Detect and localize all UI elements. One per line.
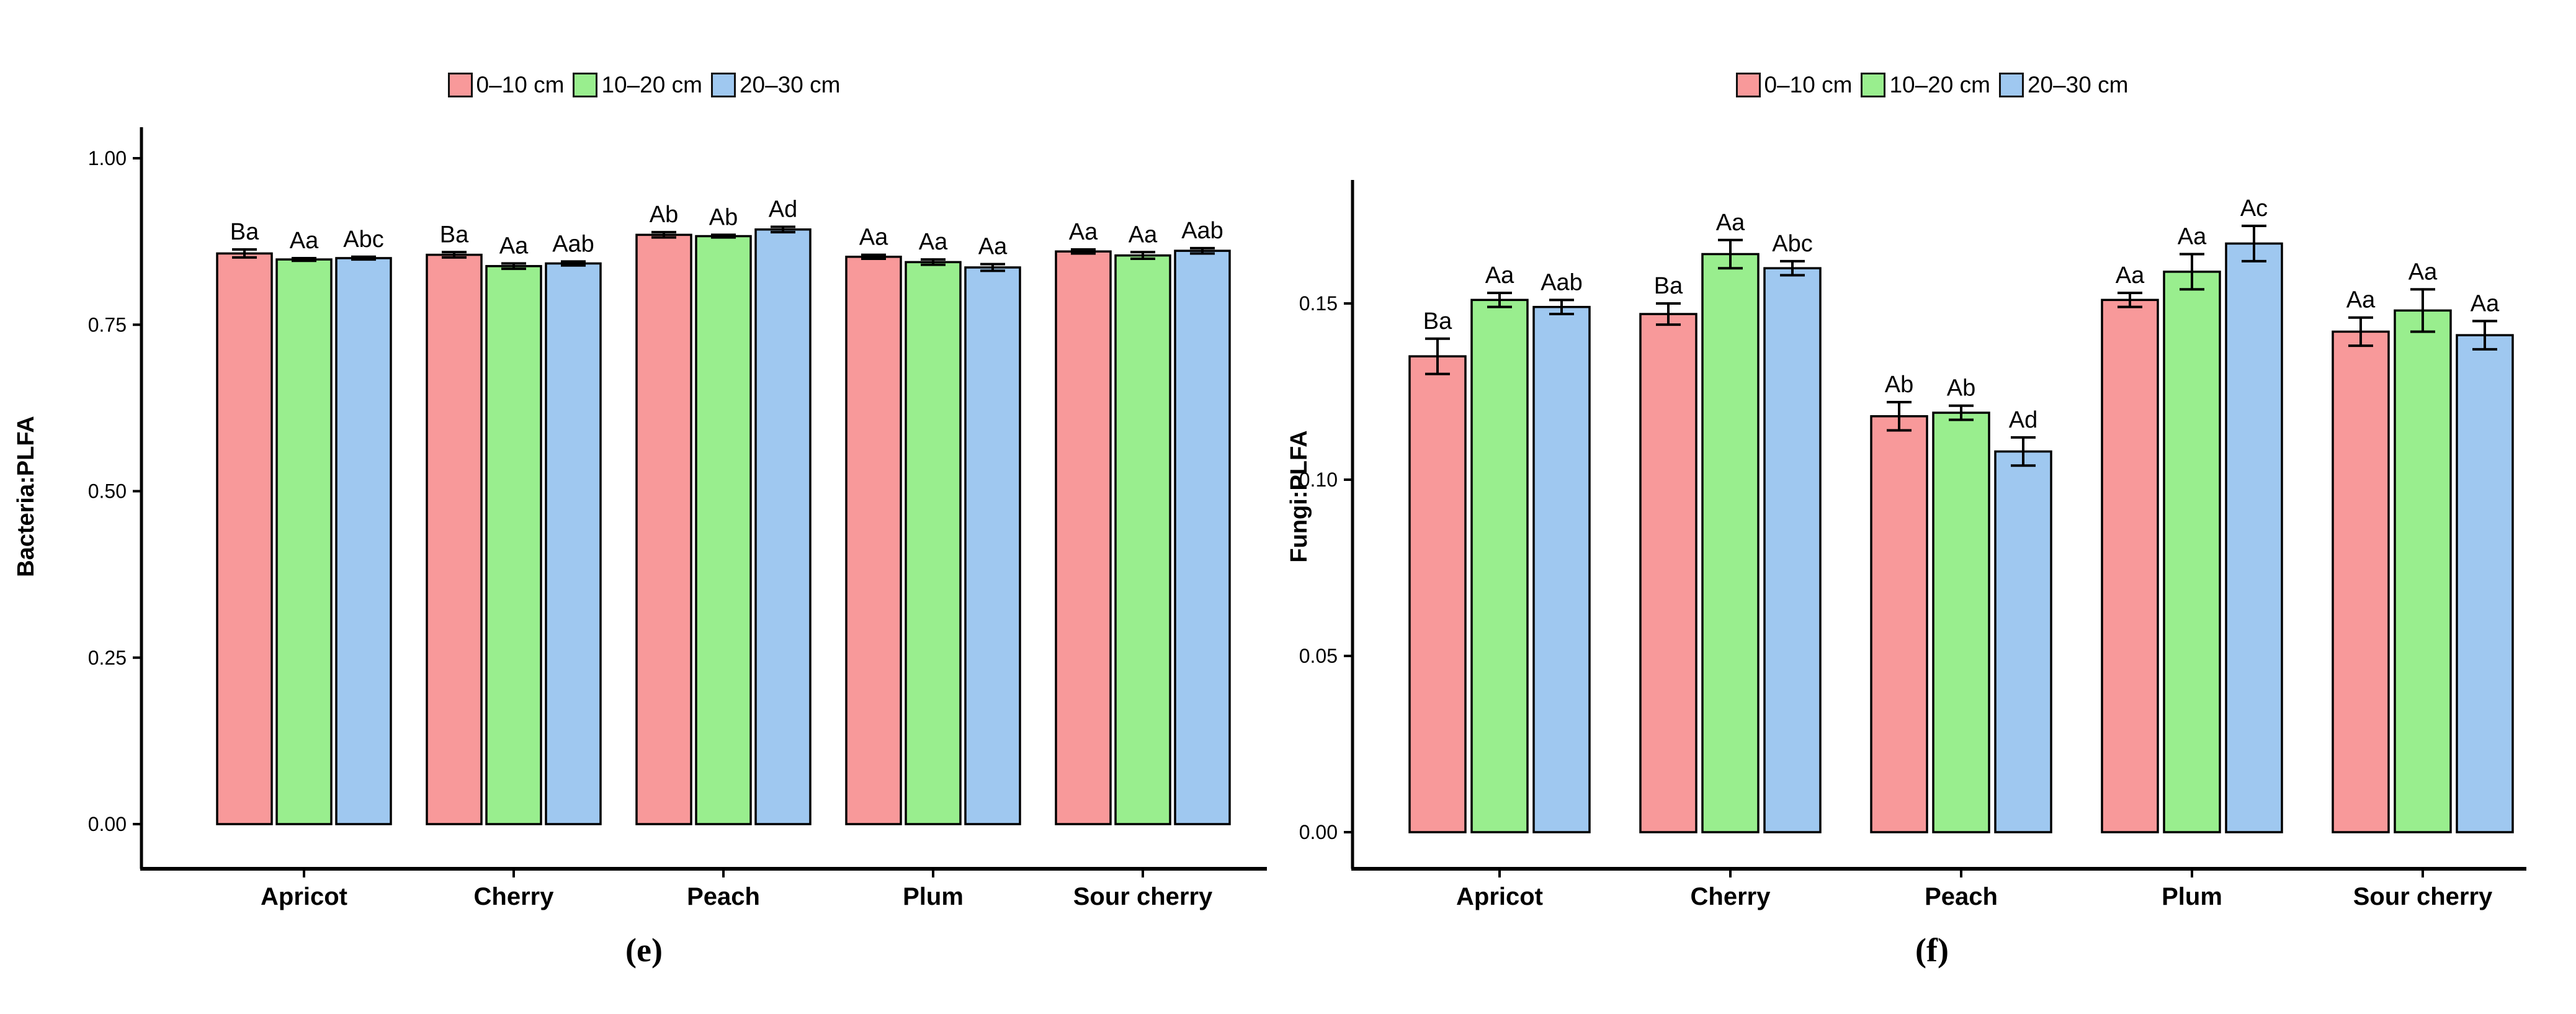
bar <box>1532 305 1591 833</box>
sig-label: Ba <box>440 222 469 248</box>
sig-label: Ba <box>1654 273 1683 299</box>
bar <box>426 253 483 825</box>
bar <box>1114 254 1171 825</box>
sig-label: Ab <box>1947 375 1975 402</box>
bar <box>1932 411 1990 833</box>
sig-label: Aa <box>2408 259 2438 285</box>
sig-label: Ab <box>650 202 678 228</box>
x-category-label: Peach <box>1925 883 1998 910</box>
sig-label: Aa <box>1069 219 1098 245</box>
sig-label: Aa <box>978 234 1008 260</box>
bar <box>1408 355 1467 833</box>
bar <box>1055 250 1112 825</box>
bar <box>1701 253 1760 833</box>
sig-label: Ad <box>2009 407 2037 433</box>
sig-label: Aa <box>1485 262 1514 289</box>
x-category-label: Sour cherry <box>2353 883 2493 910</box>
y-tick-label: 0.15 <box>1299 292 1338 315</box>
bar <box>1870 415 1928 833</box>
sig-label: Aa <box>2346 287 2376 313</box>
bar <box>2332 330 2390 833</box>
bar <box>964 266 1021 825</box>
sig-label: Ac <box>2240 195 2268 222</box>
sig-label: Ba <box>230 219 259 245</box>
bar <box>2225 242 2283 833</box>
sig-label: Aab <box>1541 269 1583 295</box>
y-tick-label: 0.00 <box>88 813 127 835</box>
sig-label: Ba <box>1423 308 1452 334</box>
bar <box>485 265 542 825</box>
y-tick-label: 1.00 <box>88 147 127 169</box>
sig-label: Ad <box>769 197 797 223</box>
x-category-label: Sour cherry <box>1073 883 1213 910</box>
sig-label: Aa <box>2178 223 2207 249</box>
bar <box>1470 298 1529 833</box>
bar <box>2394 309 2452 833</box>
x-category-label: Cherry <box>1691 883 1771 910</box>
sig-label: Ab <box>1885 372 1913 398</box>
y-tick-label: 0.00 <box>1299 821 1338 843</box>
bar <box>545 262 602 825</box>
bar <box>845 256 902 825</box>
sig-label: Aa <box>1716 210 1745 236</box>
sig-label: Aab <box>1181 218 1223 244</box>
panel-letter-e: (e) <box>625 931 663 969</box>
x-category-label: Apricot <box>1456 883 1543 910</box>
bar <box>1174 249 1231 825</box>
sig-label: Ab <box>709 204 738 230</box>
sig-label: Aa <box>1129 222 1158 248</box>
x-category-label: Apricot <box>261 883 347 910</box>
bar <box>2163 271 2221 833</box>
bar <box>2101 298 2159 833</box>
bar <box>695 235 752 825</box>
x-category-label: Cherry <box>474 883 555 910</box>
x-category-label: Plum <box>2162 883 2222 910</box>
bar <box>1763 267 1822 833</box>
fungi-plfa-chart: Ba Aa Aab Apricot Ba Aa Abc Cherry Ab Ab Ad Peach Aa… <box>1288 180 2526 910</box>
sig-label: Abc <box>1772 231 1812 257</box>
bar <box>635 233 692 825</box>
x-category-label: Plum <box>903 883 964 910</box>
sig-label: Aa <box>919 229 948 255</box>
y-tick-label: 0.50 <box>88 480 127 503</box>
sig-label: Aa <box>2116 262 2145 289</box>
sig-label: Aa <box>2471 290 2500 316</box>
bar <box>216 252 273 825</box>
bacteria-plfa-chart: Ba Aa Abc Apricot Ba Aa Aab Cherry Ab Ab Ad Peach Aa… <box>13 127 1267 910</box>
sig-label: Aa <box>499 233 529 259</box>
sig-label: Aa <box>290 228 319 254</box>
y-tick-label: 0.25 <box>88 647 127 669</box>
bar <box>754 228 812 825</box>
bar <box>1639 313 1697 833</box>
sig-label: Aab <box>552 231 594 257</box>
bar <box>275 258 333 825</box>
sig-label: Abc <box>343 227 383 253</box>
y-axis-title: Bacteria:PLFA <box>13 416 39 577</box>
panel-letter-f: (f) <box>1915 931 1949 969</box>
y-tick-label: 0.75 <box>88 313 127 336</box>
bar <box>1994 450 2052 833</box>
y-tick-label: 0.05 <box>1299 645 1338 667</box>
y-axis-title: Fungi:PLFA <box>1288 430 1312 562</box>
x-category-label: Peach <box>687 883 760 910</box>
bar <box>905 261 962 825</box>
bar <box>335 257 392 825</box>
sig-label: Aa <box>859 225 888 251</box>
y-tick-label: 0.10 <box>1299 469 1338 491</box>
bar <box>2456 334 2514 833</box>
